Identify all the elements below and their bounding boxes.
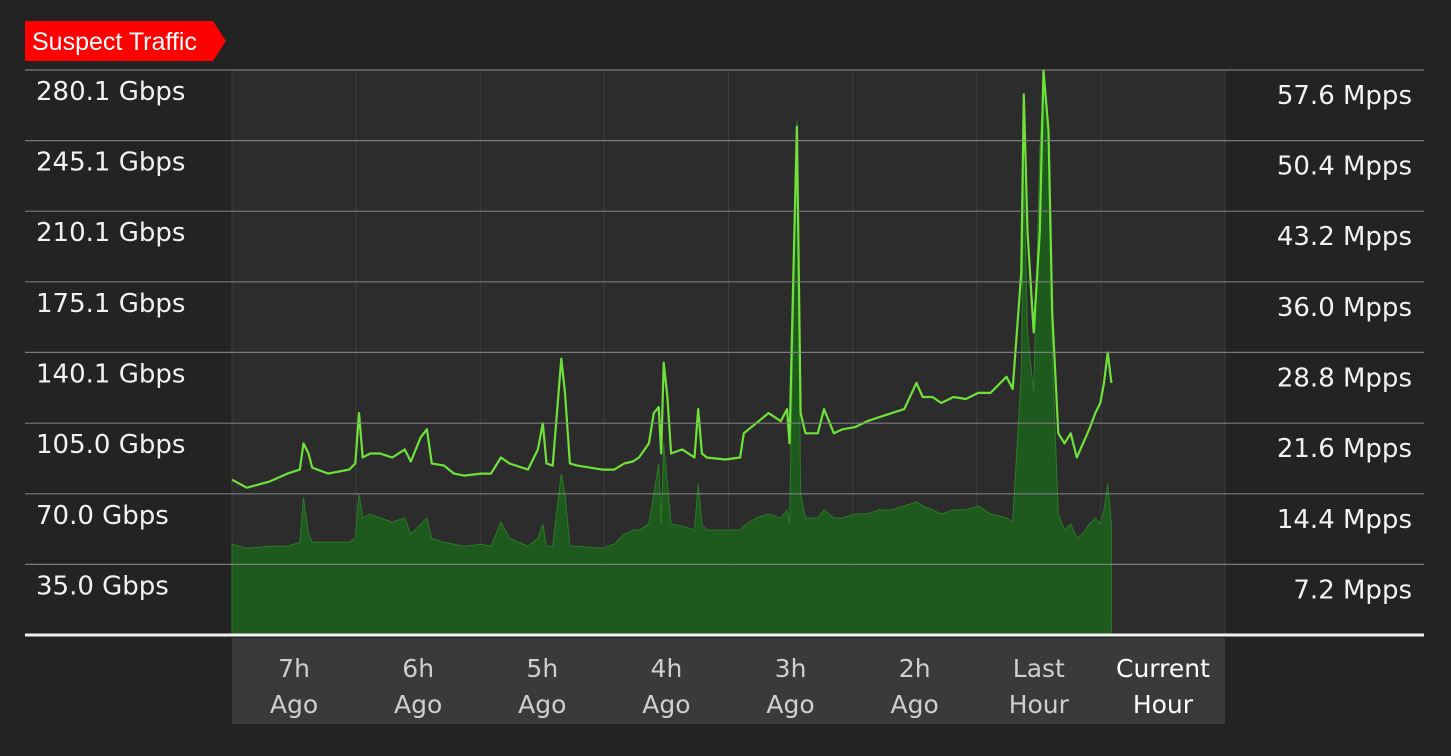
x-axis-labels: 7h Ago 6h Ago 5h Ago 4h Ago 3h Ago 2h Ago Last Hour Cu… [270,654,1210,719]
left-axis-tick-label: 280.1 Gbps [36,77,185,107]
left-axis-labels: 35.0 Gbps 70.0 Gbps 105.0 Gbps 140.1 Gbps 17… [36,77,185,601]
left-axis-tick-label: 35.0 Gbps [36,571,169,601]
title-badge: Suspect Traffic [25,21,226,61]
x-axis-tick-label: 5h [526,654,558,683]
right-axis-labels: 7.2 Mpps 14.4 Mpps 21.6 Mpps 28.8 Mpps 36.0 … [1277,81,1412,605]
horizontal-gridlines [25,69,1424,566]
left-axis-tick-label: 210.1 Gbps [36,218,185,248]
x-axis-tick-label: Ago [270,690,318,719]
right-axis-tick-label: 14.4 Mpps [1277,505,1412,535]
x-axis-tick-label: 6h [402,654,434,683]
x-axis-tick-label: 3h [775,654,807,683]
right-axis-tick-label: 21.6 Mpps [1277,434,1412,464]
x-axis-tick-label: Hour [1133,690,1194,719]
right-axis-tick-label: 28.8 Mpps [1277,363,1412,393]
x-axis-tick-label: Hour [1009,690,1070,719]
right-axis-tick-label: 57.6 Mpps [1277,81,1412,111]
chart-title: Suspect Traffic [32,28,197,56]
right-axis-tick-label: 50.4 Mpps [1277,152,1412,182]
left-axis-tick-label: 175.1 Gbps [36,289,185,319]
right-axis-tick-label: 43.2 Mpps [1277,222,1412,252]
x-axis-tick-label: Ago [394,690,442,719]
x-axis-tick-label: Last [1013,654,1065,683]
x-axis-tick-label: Current [1116,654,1210,683]
right-axis-tick-label: 36.0 Mpps [1277,293,1412,323]
title-badge-shape [25,21,226,61]
left-axis-tick-label: 105.0 Gbps [36,430,185,460]
x-axis-tick-label: 2h [899,654,931,683]
x-axis-band [232,638,1225,724]
left-axis-tick-label: 245.1 Gbps [36,148,185,178]
x-axis-tick-label: Ago [766,690,814,719]
left-axis-tick-label: 70.0 Gbps [36,501,169,531]
x-axis-tick-label: Ago [642,690,690,719]
x-axis-tick-label: Ago [891,690,939,719]
x-axis-tick-label: 7h [278,654,310,683]
right-axis-tick-label: 7.2 Mpps [1293,575,1412,605]
left-axis-tick-label: 140.1 Gbps [36,359,185,389]
line-series [231,69,1113,489]
x-axis-tick-label: 4h [651,654,683,683]
x-axis-tick-label: Ago [518,690,566,719]
